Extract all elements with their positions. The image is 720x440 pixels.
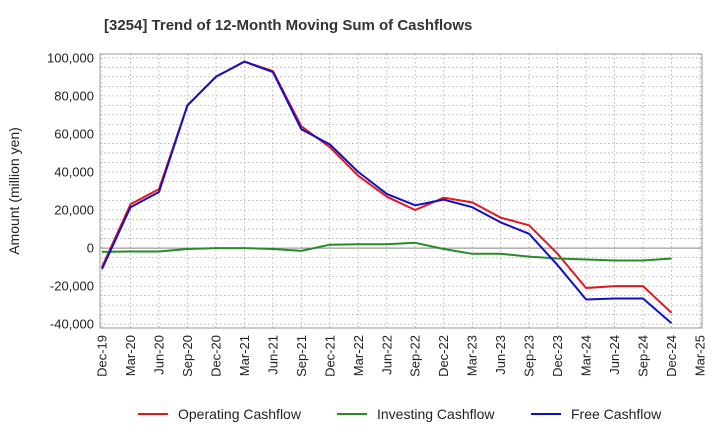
y-tick-label: 80,000 [54,88,94,103]
y-tick-label: 60,000 [54,126,94,141]
x-tick-label: Mar-20 [123,335,138,376]
x-tick-label: Jun-22 [379,335,394,375]
x-tick-label: Sep-21 [294,335,309,377]
plot-frame [99,53,703,329]
x-tick-label: Sep-20 [180,335,195,377]
y-axis-label: Amount (million yen) [6,127,22,255]
x-tick-label: Dec-23 [550,335,565,377]
x-tick-label: Dec-19 [95,335,110,377]
legend-label: Operating Cashflow [178,406,302,422]
x-tick-label: Dec-20 [208,335,223,377]
x-tick-label: Dec-24 [664,335,679,377]
x-tick-label: Jun-21 [265,335,280,375]
x-tick-label: Mar-25 [693,335,708,376]
y-tick-label: 0 [87,241,94,256]
grid-layer [100,54,702,328]
y-tick-label: 20,000 [54,203,94,218]
x-tick-label: Mar-21 [237,335,252,376]
x-axis-ticks: Dec-19 Mar-20 Jun-20 Sep-20 Dec-20 Mar-21 Jun-… [95,335,708,377]
legend-label: Free Cashflow [571,406,662,422]
x-tick-label: Mar-24 [579,335,594,376]
x-tick-label: Dec-22 [436,335,451,377]
y-tick-label: -20,000 [50,279,94,294]
y-tick-label: 100,000 [47,50,94,65]
x-tick-label: Sep-22 [408,335,423,377]
chart-title: [3254] Trend of 12-Month Moving Sum of C… [104,17,472,34]
legend: Operating Cashflow Investing Cashflow Free… [138,406,662,422]
series-layer [101,60,673,324]
x-tick-label: Mar-22 [351,335,366,376]
x-tick-label: Sep-23 [522,335,537,377]
series-line-free-cashflow [101,60,673,324]
y-tick-label: -40,000 [50,317,94,332]
x-tick-label: Jun-20 [151,335,166,375]
x-tick-label: Mar-23 [465,335,480,376]
x-tick-label: Sep-24 [636,335,651,377]
x-tick-label: Jun-24 [607,335,622,375]
y-tick-label: 40,000 [54,164,94,179]
series-line-investing-cashflow [101,241,672,262]
x-tick-label: Jun-23 [493,335,508,375]
y-axis-ticks: 100,000 80,000 60,000 40,000 20,000 0 -20,000 -… [47,50,94,331]
legend-label: Investing Cashflow [377,406,495,422]
x-tick-label: Dec-21 [322,335,337,377]
